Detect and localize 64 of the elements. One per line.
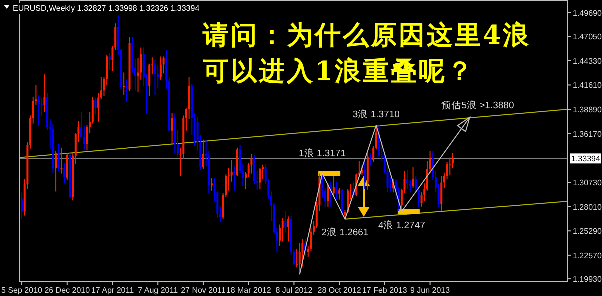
candlestick <box>336 181 338 200</box>
x-tick-label: 17 Apr 2011 <box>91 286 135 295</box>
x-tick-label: 9 Jun 2013 <box>410 286 451 295</box>
candlestick <box>21 192 24 220</box>
x-tick-label: 8 Jul 2012 <box>276 286 314 295</box>
candlestick <box>440 176 443 212</box>
candlestick <box>298 243 301 276</box>
y-tick-label: 1.28010 <box>573 202 602 212</box>
annotation: 3浪 1.3710 <box>352 108 400 121</box>
candlestick <box>259 168 262 190</box>
candlestick <box>66 152 68 181</box>
candlestick <box>60 147 63 174</box>
chart-title: EURUSD,Weekly 1.32827 1.33998 1.32326 1.33394 <box>13 4 200 13</box>
candlestick <box>44 74 46 113</box>
candlestick <box>288 216 290 242</box>
x-tick-label: 26 Dec 2010 <box>44 286 91 295</box>
candlestick <box>171 112 174 145</box>
candlestick <box>123 72 126 96</box>
candlestick <box>406 170 409 190</box>
candlestick <box>338 188 341 200</box>
candlestick <box>250 154 253 174</box>
x-tick-label: 28 Oct 2012 <box>318 286 362 295</box>
y-tick-label: 1.44330 <box>573 56 602 66</box>
x-tick-label: 17 Feb 2013 <box>362 286 408 295</box>
candlestick <box>83 126 86 152</box>
candlestick <box>64 162 66 184</box>
candlestick <box>160 56 162 80</box>
y-tick-label: 1.41610 <box>573 81 602 90</box>
ref-line-label: 1.33394 <box>572 154 601 164</box>
candlestick <box>38 94 40 127</box>
y-tick-label: 1.19930 <box>573 275 602 284</box>
candlestick <box>386 160 389 194</box>
candlestick <box>370 152 372 166</box>
x-tick-label: 7 Aug 2011 <box>138 286 179 295</box>
candlestick <box>332 176 335 197</box>
candlestick <box>412 167 414 189</box>
candlestick <box>55 150 58 192</box>
y-tick-label: 1.49690 <box>573 8 602 18</box>
candlestick <box>282 218 284 242</box>
annotation: 4浪 1.2747 <box>378 220 426 232</box>
y-tick-label: 1.30730 <box>573 178 602 188</box>
candlestick <box>58 144 60 172</box>
candlestick <box>234 166 236 192</box>
y-tick-label: 1.25290 <box>573 227 602 236</box>
x-tick-label: 18 Mar 2012 <box>226 286 272 295</box>
y-tick-label: 1.36170 <box>573 130 602 139</box>
candlestick <box>202 139 204 170</box>
candlestick <box>210 178 213 192</box>
y-tick-label: 1.22570 <box>573 251 602 260</box>
candlestick <box>284 210 287 234</box>
candlestick <box>327 183 330 208</box>
candlestick <box>94 97 97 116</box>
candlestick <box>108 52 111 71</box>
x-tick-label: 5 Sep 2010 <box>2 286 44 295</box>
annotation: 1浪 1.3171 <box>299 148 346 160</box>
y-tick-label: 1.47050 <box>573 32 602 42</box>
annotation: 2浪 1.2661 <box>322 226 369 238</box>
candlestick <box>154 58 156 96</box>
candlestick <box>449 157 452 176</box>
x-tick-label: 27 Nov 2011 <box>181 286 226 295</box>
candlestick <box>126 79 128 103</box>
annotation: 预估5浪 >1.3880 <box>442 99 514 112</box>
y-tick-label: 1.38890 <box>573 106 602 115</box>
text: 请问：为什么原因这里4浪可以进入1浪重叠呢？ <box>202 21 532 87</box>
